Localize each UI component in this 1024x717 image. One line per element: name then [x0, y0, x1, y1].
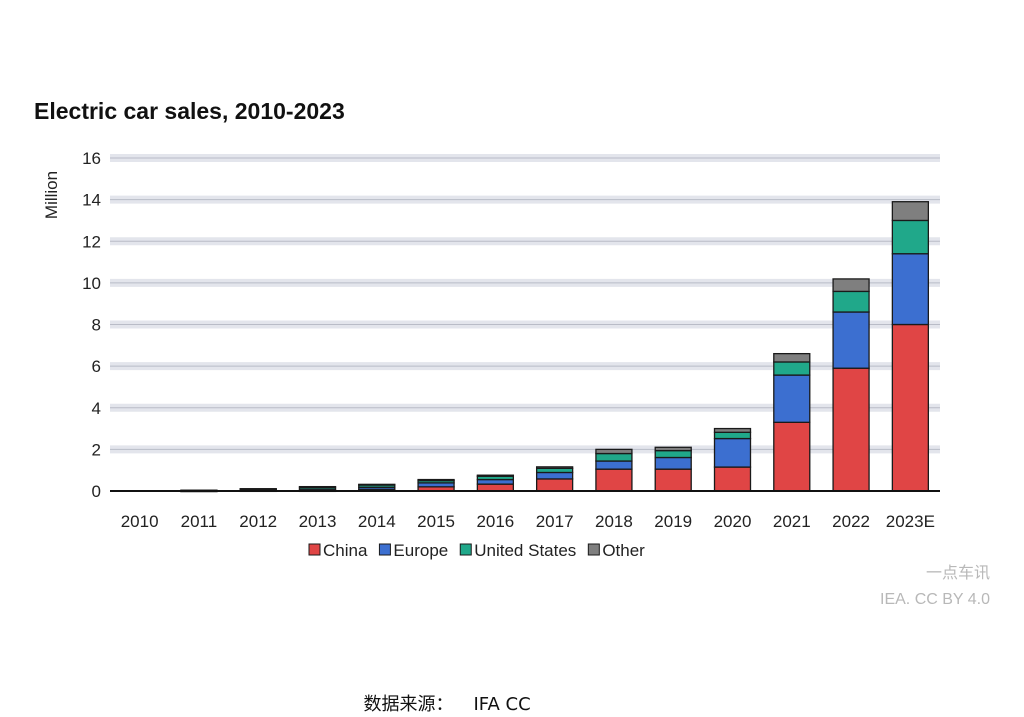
y-tick-label: 16: [82, 149, 101, 168]
x-tick-label: 2014: [358, 512, 396, 531]
bar-segment: [476, 474, 515, 477]
y-tick-label: 8: [92, 316, 101, 335]
legend-label: Europe: [393, 541, 448, 560]
x-tick-label: 2020: [714, 512, 752, 531]
y-tick-label: 0: [92, 482, 101, 501]
x-tick-label: 2015: [417, 512, 455, 531]
bar-segment: [891, 253, 930, 326]
y-tick-label: 10: [82, 274, 101, 293]
bar-segment: [773, 374, 811, 423]
y-tick-label: 14: [82, 191, 101, 210]
bar-segment: [595, 468, 633, 492]
bar-segment: [654, 468, 692, 492]
legend-label: Other: [602, 541, 645, 560]
bar-segment: [891, 323, 930, 492]
bar-segment: [417, 478, 455, 482]
bar-segment: [891, 219, 930, 255]
bar-segment: [476, 478, 515, 485]
x-tick-label: 2012: [239, 512, 277, 531]
x-tick-label: 2013: [299, 512, 337, 531]
legend: China Europe United States Other: [308, 541, 645, 560]
x-tick-label: 2017: [536, 512, 574, 531]
bar-segment: [773, 361, 811, 376]
legend-label: China: [323, 541, 368, 560]
bar-segment: [832, 278, 870, 293]
y-tick-label: 6: [92, 357, 101, 376]
y-tick-label: 2: [92, 440, 101, 459]
bar-segment: [713, 437, 752, 468]
y-tick-label: 12: [82, 232, 101, 251]
legend-label: United States: [474, 541, 576, 560]
bar-segment: [654, 456, 692, 470]
bar-segment: [298, 485, 337, 489]
x-tick-labels: 2010 2011 2012 2013 2014 2015 2016 2017 2018 2019…: [121, 512, 935, 531]
bar-segment: [595, 448, 633, 455]
bar-segment: [595, 460, 633, 470]
bar-segment: [595, 452, 633, 462]
bar-segment: [713, 466, 752, 492]
gridlines: [110, 154, 940, 454]
bar-segment: [535, 471, 574, 480]
y-axis-label: Million: [42, 171, 61, 219]
bar-segment: [654, 449, 692, 459]
watermark-line2: IEA. CC BY 4.0: [880, 591, 990, 608]
source-value: IFA CC: [473, 694, 531, 715]
x-tick-label: 2021: [773, 512, 811, 531]
x-tick-label: 2022: [832, 512, 870, 531]
source-note: 数据来源： IFA CC: [352, 669, 531, 716]
watermark-line1: 一点车讯: [926, 564, 990, 582]
bar-segment: [654, 446, 692, 452]
bar-segment: [713, 427, 752, 433]
legend-swatch: [378, 543, 391, 556]
bar-segment: [239, 488, 277, 491]
bar-segment: [476, 483, 515, 492]
bar-segment: [535, 466, 574, 469]
x-tick-label: 2018: [595, 512, 633, 531]
bar-segment: [832, 290, 870, 313]
legend-swatch: [308, 543, 321, 556]
bar-segment: [535, 478, 574, 492]
y-tick-label: 4: [92, 399, 101, 418]
legend-swatch: [459, 543, 472, 556]
bar-segment: [713, 431, 752, 440]
bar-segment: [773, 352, 811, 363]
bar-segment: [832, 367, 870, 492]
source-label: 数据来源：: [363, 694, 454, 715]
bar-segment: [773, 421, 811, 492]
x-tick-label: 2023E: [886, 512, 935, 531]
bar-segment: [832, 311, 870, 369]
x-tick-label: 2019: [654, 512, 692, 531]
x-tick-label: 2010: [121, 512, 159, 531]
bar-segment: [891, 201, 930, 222]
x-tick-label: 2011: [181, 512, 218, 531]
chart-title: Electric car sales, 2010-2023: [34, 98, 345, 124]
y-tick-labels: 0 2 4 6 8 10 12 14 16: [82, 149, 101, 501]
legend-swatch: [587, 543, 600, 556]
bar-segment: [358, 483, 396, 486]
x-tick-label: 2016: [476, 512, 514, 531]
